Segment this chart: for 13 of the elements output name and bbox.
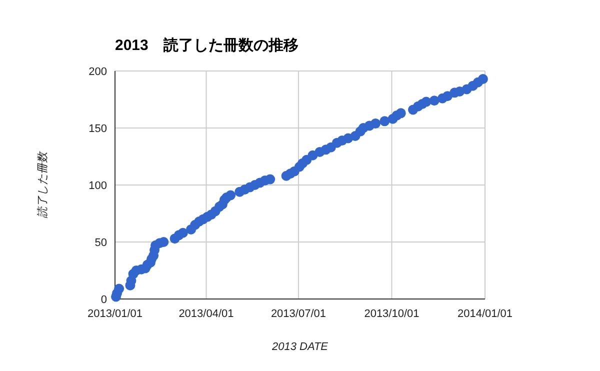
y-tick-label: 100: [88, 180, 107, 192]
chart-title: 2013 読了した冊数の推移: [115, 37, 298, 54]
y-tick-label: 150: [88, 123, 107, 135]
y-tick-label: 200: [88, 66, 107, 78]
y-tick-label: 0: [100, 294, 107, 306]
x-tick-label: 2013/01/01: [87, 308, 143, 320]
y-axis-title: 読了した冊数: [36, 151, 49, 219]
y-tick-label: 50: [94, 237, 107, 249]
x-tick-label: 2013/10/01: [364, 308, 420, 320]
x-axis-title: 2013 DATE: [270, 341, 329, 353]
x-tick-label: 2014/01/01: [457, 308, 513, 320]
x-tick-label: 2013/07/01: [270, 308, 326, 320]
x-tick-label: 2013/04/01: [178, 308, 234, 320]
